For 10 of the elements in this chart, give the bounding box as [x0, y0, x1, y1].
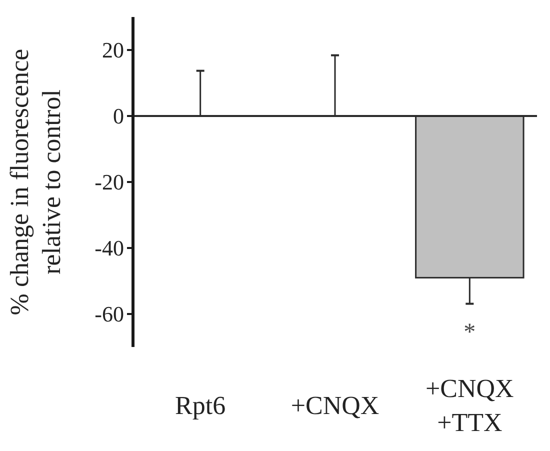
annotation: * — [464, 320, 476, 346]
y-axis-title: % change in fluorescence relative to control — [5, 48, 66, 316]
x-tick-label: Rpt6 — [175, 391, 226, 420]
y-tick-label: -40 — [94, 236, 124, 261]
y-tick-label: -60 — [94, 302, 124, 327]
y-tick-label: 0 — [113, 104, 124, 129]
x-tick-label: +CNQX — [290, 391, 380, 420]
y-tick-label: -20 — [94, 170, 124, 195]
y-tick-label: 20 — [102, 38, 124, 63]
x-tick-label: +CNQX +TTX — [425, 374, 514, 438]
